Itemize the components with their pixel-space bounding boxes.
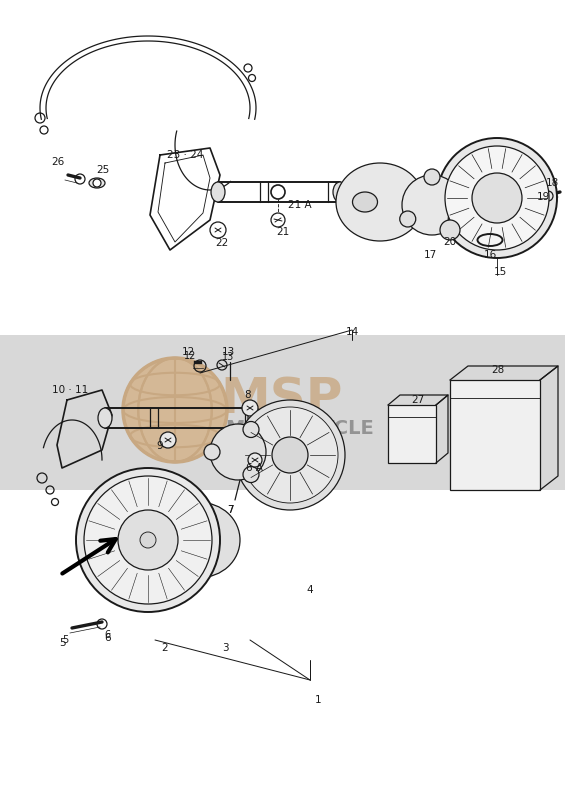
Text: 20: 20 [444, 237, 457, 247]
Text: 12: 12 [184, 351, 196, 361]
Text: 7: 7 [227, 505, 233, 515]
Text: 18: 18 [545, 178, 559, 188]
Ellipse shape [211, 182, 225, 202]
Circle shape [84, 476, 212, 604]
Text: 2: 2 [162, 643, 168, 653]
Circle shape [204, 444, 220, 460]
Text: 8: 8 [245, 390, 251, 400]
Text: 10 · 11: 10 · 11 [52, 385, 88, 395]
Text: 6 A: 6 A [246, 463, 263, 473]
Circle shape [242, 407, 338, 503]
Circle shape [424, 169, 440, 185]
Circle shape [243, 466, 259, 482]
Text: MOTORCYCLE: MOTORCYCLE [225, 418, 374, 438]
Circle shape [118, 510, 178, 570]
Circle shape [248, 453, 262, 467]
Text: 16: 16 [484, 250, 497, 260]
Text: 21: 21 [276, 227, 290, 237]
Circle shape [448, 211, 464, 227]
Circle shape [76, 468, 220, 612]
Text: 28: 28 [492, 365, 505, 375]
Circle shape [123, 358, 227, 462]
Circle shape [243, 422, 259, 438]
Text: 21 A: 21 A [288, 200, 312, 210]
Circle shape [437, 138, 557, 258]
Ellipse shape [98, 408, 112, 428]
Circle shape [93, 179, 101, 187]
Text: 15: 15 [493, 267, 507, 277]
Ellipse shape [333, 182, 347, 202]
Text: SPARE PARTS: SPARE PARTS [225, 441, 326, 455]
Text: 26: 26 [51, 157, 64, 167]
Bar [450, 380, 540, 490]
Ellipse shape [160, 502, 240, 578]
Circle shape [140, 532, 156, 548]
Bar [0, 335, 565, 490]
Ellipse shape [248, 408, 262, 428]
Circle shape [445, 146, 549, 250]
Text: 27: 27 [411, 395, 425, 405]
Text: 5: 5 [62, 635, 68, 645]
Circle shape [400, 211, 416, 227]
Text: 5: 5 [59, 638, 66, 648]
Ellipse shape [353, 192, 377, 212]
Bar [388, 405, 436, 463]
Text: 6: 6 [105, 633, 111, 643]
Text: 7: 7 [227, 505, 233, 515]
Text: 19: 19 [536, 192, 550, 202]
Text: MSP: MSP [220, 376, 342, 424]
Ellipse shape [336, 163, 424, 241]
Text: 17: 17 [423, 250, 437, 260]
Text: 13: 13 [221, 347, 234, 357]
Text: 14: 14 [345, 327, 359, 337]
Text: 12: 12 [181, 347, 194, 357]
Circle shape [210, 424, 266, 480]
Text: 23 · 24: 23 · 24 [167, 150, 203, 160]
Circle shape [160, 432, 176, 448]
Circle shape [402, 175, 462, 235]
Ellipse shape [89, 178, 105, 188]
Text: 1: 1 [315, 695, 321, 705]
Text: 9: 9 [157, 441, 163, 451]
Text: 13: 13 [222, 352, 234, 362]
Circle shape [472, 173, 522, 223]
Text: 22: 22 [215, 238, 229, 248]
Text: 25: 25 [97, 165, 110, 175]
Circle shape [440, 220, 460, 240]
Circle shape [242, 400, 258, 416]
Circle shape [235, 400, 345, 510]
Text: 6: 6 [104, 630, 110, 640]
Text: 3: 3 [221, 643, 228, 653]
Text: 4: 4 [307, 585, 314, 595]
Circle shape [272, 437, 308, 473]
